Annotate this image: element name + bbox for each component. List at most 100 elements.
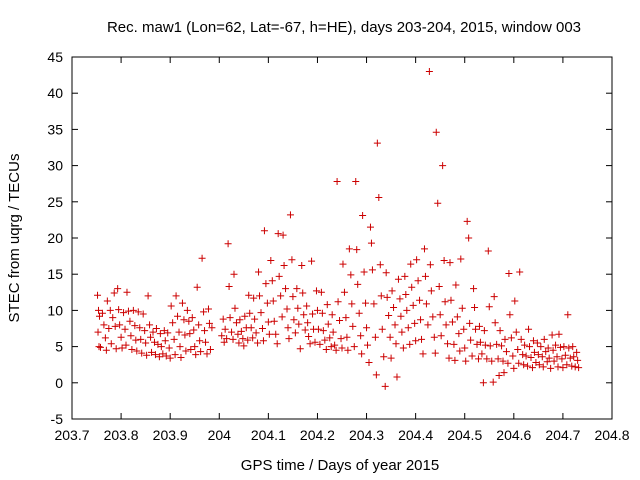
data-point — [418, 335, 426, 343]
data-point — [461, 344, 469, 352]
data-point — [190, 326, 198, 334]
data-point — [295, 320, 303, 328]
data-point — [439, 162, 447, 170]
data-point — [95, 306, 103, 314]
data-point — [308, 257, 316, 265]
data-point — [520, 361, 528, 369]
data-point — [147, 333, 155, 341]
data-point — [574, 356, 582, 364]
y-tick-label: 5 — [55, 339, 63, 355]
data-point — [526, 343, 534, 351]
data-point — [312, 287, 320, 295]
data-point — [149, 328, 157, 336]
data-point — [133, 347, 141, 355]
data-point — [191, 343, 199, 351]
data-point — [152, 325, 160, 332]
data-point — [556, 343, 564, 351]
data-point — [342, 314, 350, 322]
data-point — [226, 314, 234, 322]
data-point — [181, 331, 189, 339]
data-point — [331, 341, 339, 349]
data-point — [560, 343, 568, 351]
data-point — [201, 327, 209, 335]
data-point — [182, 347, 190, 355]
data-point — [318, 309, 326, 317]
data-point — [476, 338, 484, 346]
data-point — [170, 335, 178, 343]
data-point — [323, 301, 331, 309]
data-point — [314, 325, 322, 333]
data-point — [434, 199, 442, 207]
data-point — [467, 336, 475, 344]
data-point — [505, 269, 513, 277]
data-point — [553, 353, 561, 361]
data-point — [480, 327, 488, 335]
data-point — [157, 343, 165, 351]
data-point — [126, 317, 134, 325]
data-point — [516, 268, 524, 276]
data-point — [223, 335, 231, 343]
data-point — [347, 271, 355, 279]
data-point — [311, 338, 319, 346]
data-point — [288, 256, 296, 264]
data-point — [172, 292, 180, 300]
data-point — [565, 344, 573, 352]
data-point — [472, 325, 480, 333]
data-point — [100, 321, 108, 329]
data-point — [368, 266, 376, 274]
data-point — [380, 353, 388, 361]
data-point — [155, 353, 163, 361]
data-point — [118, 344, 126, 352]
data-point — [166, 354, 174, 362]
data-point — [162, 352, 170, 360]
data-point — [96, 343, 104, 351]
data-point — [354, 280, 362, 288]
data-point — [533, 339, 541, 347]
data-point — [313, 306, 321, 314]
data-point — [564, 311, 572, 319]
data-point — [321, 336, 329, 344]
data-point — [364, 341, 372, 349]
data-point — [485, 303, 493, 311]
data-point — [399, 344, 407, 352]
data-point — [545, 354, 553, 362]
data-point — [440, 256, 448, 264]
data-point — [317, 288, 325, 296]
data-point — [422, 300, 430, 308]
data-point — [244, 336, 252, 344]
data-point — [451, 356, 459, 364]
data-point — [289, 293, 297, 301]
data-point — [522, 352, 530, 360]
data-point — [122, 341, 130, 349]
data-point — [142, 339, 150, 347]
data-point — [413, 256, 421, 264]
data-point — [258, 325, 266, 332]
data-point — [285, 335, 293, 343]
data-point — [94, 291, 102, 299]
data-point — [460, 325, 468, 333]
data-point — [414, 277, 422, 285]
data-point — [185, 317, 193, 325]
data-point — [382, 269, 390, 277]
data-point — [530, 348, 538, 356]
data-point — [420, 245, 428, 253]
data-point — [502, 348, 510, 356]
data-point — [144, 292, 152, 300]
x-tick-label: 204.1 — [251, 427, 286, 443]
data-point — [383, 293, 391, 301]
data-point — [407, 260, 415, 268]
data-point — [273, 340, 281, 348]
data-point — [218, 332, 226, 340]
x-tick-label: 204.7 — [545, 427, 580, 443]
data-point — [566, 354, 574, 362]
data-point — [350, 343, 358, 351]
x-tick-label: 204.8 — [594, 427, 629, 443]
data-point — [169, 319, 177, 327]
data-point — [483, 355, 491, 363]
data-point — [221, 325, 229, 333]
data-point — [555, 330, 563, 338]
data-point — [548, 331, 556, 339]
data-point — [284, 324, 292, 332]
data-point — [106, 306, 114, 314]
data-point — [419, 350, 427, 358]
